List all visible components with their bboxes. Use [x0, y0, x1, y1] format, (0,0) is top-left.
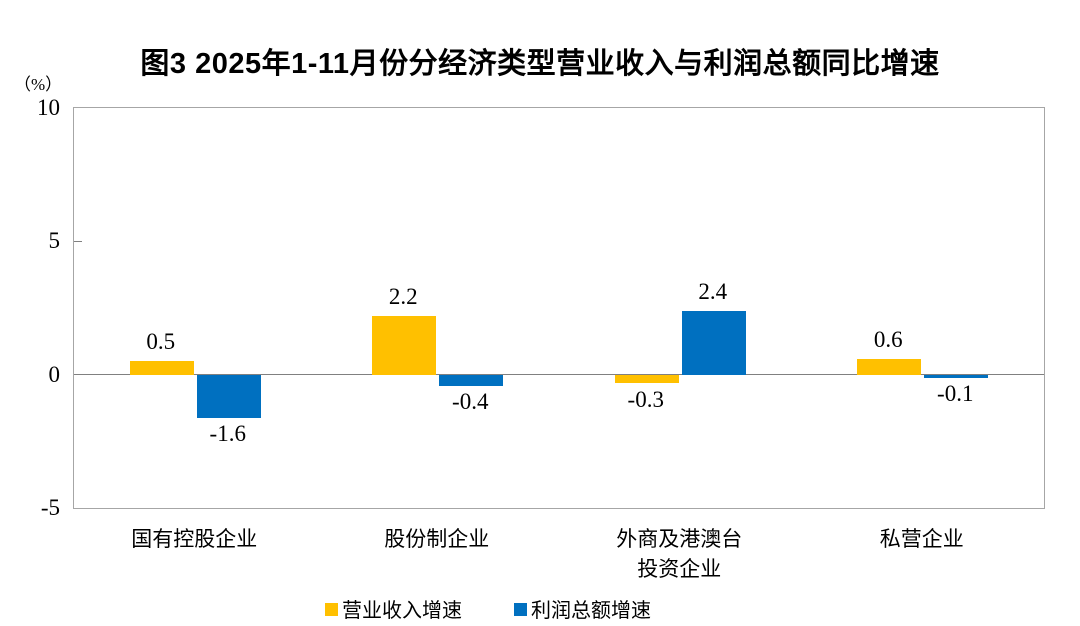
value-label: -0.1: [937, 381, 974, 407]
bar-营业收入增速-私营企业: [857, 358, 922, 375]
bar-利润总额增速-国有控股企业: [196, 375, 261, 418]
y-axis-tick-mark: [74, 240, 82, 242]
y-axis-unit-label: （%）: [14, 75, 63, 94]
bar-营业收入增速-国有控股企业: [129, 361, 194, 375]
y-axis-tick-label: -5: [40, 495, 60, 520]
value-label: 0.6: [873, 326, 903, 352]
x-axis-label: 外商及港澳台 投资企业: [616, 527, 743, 581]
plot-area: [73, 107, 1045, 509]
zero-gridline: [74, 374, 1044, 376]
revenue-legend-label: 营业收入增速: [342, 600, 462, 622]
x-axis-label: 私营企业: [879, 527, 964, 551]
legend-item-revenue: 营业收入增速: [325, 594, 462, 623]
value-label: -0.4: [452, 389, 489, 415]
x-axis-label: 国有控股企业: [131, 527, 258, 551]
value-label: 0.5: [146, 329, 176, 355]
value-label: -0.3: [627, 386, 664, 412]
y-axis-tick-label: 10: [37, 95, 60, 120]
value-label: 2.2: [388, 284, 418, 309]
value-label: 2.4: [698, 278, 728, 304]
chart-title: 图3 2025年1-11月份分经济类型营业收入与利润总额同比增速: [140, 48, 940, 80]
bar-利润总额增速-私营企业: [924, 375, 989, 378]
value-label: -1.6: [209, 421, 246, 447]
bar-利润总额增速-股份制企业: [439, 375, 504, 386]
legend: 营业收入增速 利润总额增速: [0, 594, 976, 623]
profit-legend-label: 利润总额增速: [531, 600, 651, 622]
y-axis-tick-label: 0: [48, 361, 61, 387]
x-axis-label: 股份制企业: [384, 527, 490, 551]
y-axis-tick-label: 5: [48, 228, 61, 254]
legend-item-profit: 利润总额增速: [514, 594, 651, 623]
bar-营业收入增速-股份制企业: [372, 316, 437, 375]
bar-利润总额增速-外商及港澳台: [681, 310, 746, 375]
bar-营业收入增速-外商及港澳台: [614, 375, 679, 384]
revenue-legend-swatch-icon: [325, 603, 338, 616]
profit-legend-swatch-icon: [514, 603, 527, 616]
